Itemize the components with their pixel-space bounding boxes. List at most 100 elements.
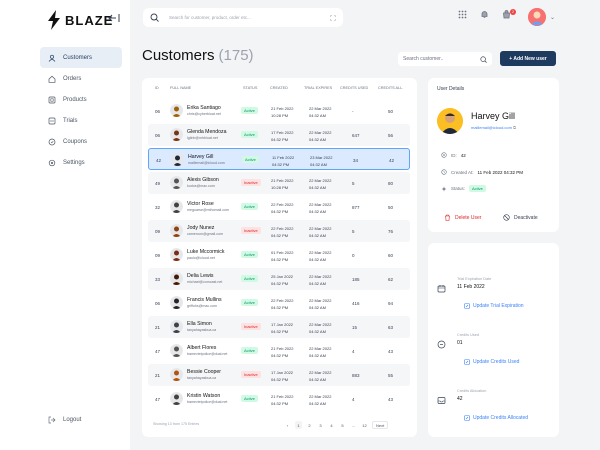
- topbar: Search for customer, product, order etc.…: [130, 0, 600, 36]
- apps-grid-icon[interactable]: [458, 10, 467, 19]
- row-credits-used: -: [352, 109, 354, 114]
- row-trial-time: 04:32 AM: [309, 281, 326, 286]
- chevron-down-icon[interactable]: ⌄: [550, 15, 556, 21]
- avatar: [170, 200, 183, 213]
- column-header[interactable]: CREATED: [270, 86, 288, 90]
- row-created: 17 Jan 2022 04:32 PM: [271, 321, 293, 335]
- sidebar-item-customers[interactable]: Customers: [40, 47, 122, 68]
- row-credits-allocated: 43: [388, 397, 394, 402]
- copy-icon[interactable]: ⧉: [513, 125, 516, 130]
- column-header[interactable]: CREDITS USED: [340, 86, 369, 90]
- row-created: 01 Feb 2022 04:32 PM: [271, 249, 293, 263]
- row-created-date: 22 Feb 2022: [271, 202, 294, 207]
- table-row[interactable]: 33 Delia Lewis michael@comcast.net Active 25…: [148, 268, 410, 290]
- row-trial-time: 04:32 AM: [309, 305, 326, 310]
- shopping-bag-icon[interactable]: [502, 10, 511, 19]
- table-row[interactable]: 32 Victor Rose meguarse@mthomail.com Active…: [148, 196, 410, 218]
- collapse-sidebar-icon[interactable]: [108, 12, 120, 24]
- table-row[interactable]: 21 Ella Simon tanyahayasbua.ca Inactive 17 J…: [148, 316, 410, 338]
- row-created: 21 Feb 2022 10:28 PM: [271, 177, 293, 191]
- page-button[interactable]: 12: [362, 422, 367, 428]
- row-created: 17 Jan 2022 04:32 PM: [271, 369, 293, 383]
- row-created-time: 04:32 PM: [271, 305, 289, 310]
- update-link[interactable]: Update Trial Expiration: [464, 303, 524, 309]
- column-header[interactable]: FULL NAME: [170, 86, 192, 90]
- customer-search-input[interactable]: Search customer..: [398, 52, 492, 66]
- row-created-date: 22 Feb 2022: [271, 298, 294, 303]
- page-button[interactable]: 2: [308, 422, 311, 428]
- deactivate-button[interactable]: Deactivate: [503, 214, 538, 221]
- row-created-time: 04:32 PM: [271, 209, 289, 214]
- row-trial-time: 04:32 AM: [309, 401, 326, 406]
- scan-icon[interactable]: [330, 14, 336, 21]
- update-link[interactable]: Update Credits Allocated: [464, 415, 528, 421]
- sidebar-item-trials[interactable]: Trials: [40, 110, 122, 131]
- user-id-label: ID:: [451, 152, 457, 158]
- table-row[interactable]: 06 Francis Mullins griffuhs@mac.com Active 2…: [148, 292, 410, 314]
- row-trial-date: 22 Mar 2022: [309, 370, 332, 375]
- row-created-date: 22 Feb 2022: [271, 226, 294, 231]
- table-row[interactable]: 42 Harvey Gill maillemail@icloud.com Active…: [148, 148, 410, 170]
- table-row[interactable]: 06 Glenda Mendoza lgilnb@mhbloat.net Active…: [148, 124, 410, 146]
- update-link[interactable]: Update Credits Used: [464, 359, 519, 365]
- table-row[interactable]: 09 Luke Mccormick paulo@icloud.net Active 01…: [148, 244, 410, 266]
- sidebar-item-products[interactable]: Products: [40, 89, 122, 110]
- sidebar-item-coupons[interactable]: Coupons: [40, 131, 122, 152]
- row-trial-expires: 22 Mar 2022 04:32 AM: [309, 297, 331, 311]
- delete-user-button[interactable]: Delete User: [444, 214, 481, 221]
- action-label: Credits Allocation: [457, 389, 487, 393]
- column-header[interactable]: ID: [155, 86, 159, 90]
- row-credits-allocated: 55: [388, 373, 394, 378]
- table-row[interactable]: 47 Kristin Watson bamevietpolice@dual.net A…: [148, 388, 410, 410]
- row-email: meguarse@mthomail.com: [187, 208, 229, 212]
- home-icon: [48, 75, 56, 83]
- avatar: [170, 368, 183, 381]
- row-trial-expires: 22 Mar 2022 04:32 AM: [309, 321, 331, 335]
- status-badge: Active: [241, 131, 258, 138]
- table-row[interactable]: 47 Albert Flores bamevietpolice@dual.net Ac…: [148, 340, 410, 362]
- add-new-user-button[interactable]: + Add New user: [500, 51, 556, 66]
- next-page-button[interactable]: Next: [372, 421, 389, 429]
- page-button[interactable]: 4: [330, 422, 333, 428]
- table-row[interactable]: 09 Jody Nunez cameroon@gmail.com Inactive 22…: [148, 220, 410, 242]
- user-details-email[interactable]: maillemail@icloud.com ⧉: [471, 125, 516, 130]
- bell-icon[interactable]: [480, 10, 489, 19]
- row-name: Ella Simon: [187, 321, 212, 327]
- page-button[interactable]: 5: [341, 422, 344, 428]
- row-credits-allocated: 76: [388, 229, 394, 234]
- row-name: Glenda Mendoza: [187, 129, 227, 135]
- table-row[interactable]: 21 Bessie Cooper tanyahayasbua.ca Inactive 1…: [148, 364, 410, 386]
- action-label: Trial Expiration Date: [457, 277, 492, 281]
- sidebar-item-settings[interactable]: Settings: [40, 152, 122, 173]
- global-search-input[interactable]: Search for customer, product, order etc.…: [143, 8, 343, 27]
- row-trial-expires: 22 Mar 2022 04:32 AM: [309, 369, 331, 383]
- row-created-date: 01 Feb 2022: [271, 250, 294, 255]
- table-row[interactable]: 49 Alexis Gibson kudos@mac.com Inactive 21 F…: [148, 172, 410, 194]
- row-trial-expires: 22 Mar 2022 04:32 AM: [309, 345, 331, 359]
- column-header[interactable]: TRIAL EXPIRES: [304, 86, 333, 90]
- row-created-date: 21 Feb 2022: [271, 178, 294, 183]
- row-email: kudos@mac.com: [187, 184, 215, 188]
- row-credits-allocated: 94: [388, 301, 394, 306]
- page-button[interactable]: 1: [295, 421, 302, 429]
- row-credits-used: 4: [352, 349, 355, 354]
- row-credits-used: 185: [352, 277, 360, 282]
- row-credits-used: 877: [352, 205, 360, 210]
- avatar[interactable]: [528, 8, 546, 26]
- prev-page-icon[interactable]: ‹: [286, 422, 289, 428]
- row-credits-used: 34: [353, 158, 359, 163]
- column-header[interactable]: CREDITS ALL.: [378, 86, 404, 90]
- user-avatar-icon: [528, 8, 546, 26]
- sidebar-item-orders[interactable]: Orders: [40, 68, 122, 89]
- row-created-date: 21 Feb 2022: [271, 394, 294, 399]
- column-header[interactable]: STATUS: [243, 86, 258, 90]
- lightning-icon: [48, 10, 60, 30]
- brand-name: BLAZE: [65, 12, 114, 28]
- page-button[interactable]: 3: [319, 422, 322, 428]
- row-trial-date: 22 Mar 2022: [309, 106, 332, 111]
- logout-button[interactable]: Logout: [48, 416, 81, 424]
- page-button[interactable]: ...: [351, 422, 356, 428]
- brand-logo[interactable]: BLAZE: [47, 10, 113, 30]
- table-row[interactable]: 06 Erika Santiago chris@cyberbloat.net Acti…: [148, 100, 410, 122]
- row-trial-expires: 22 Mar 2022 04:32 AM: [309, 129, 331, 143]
